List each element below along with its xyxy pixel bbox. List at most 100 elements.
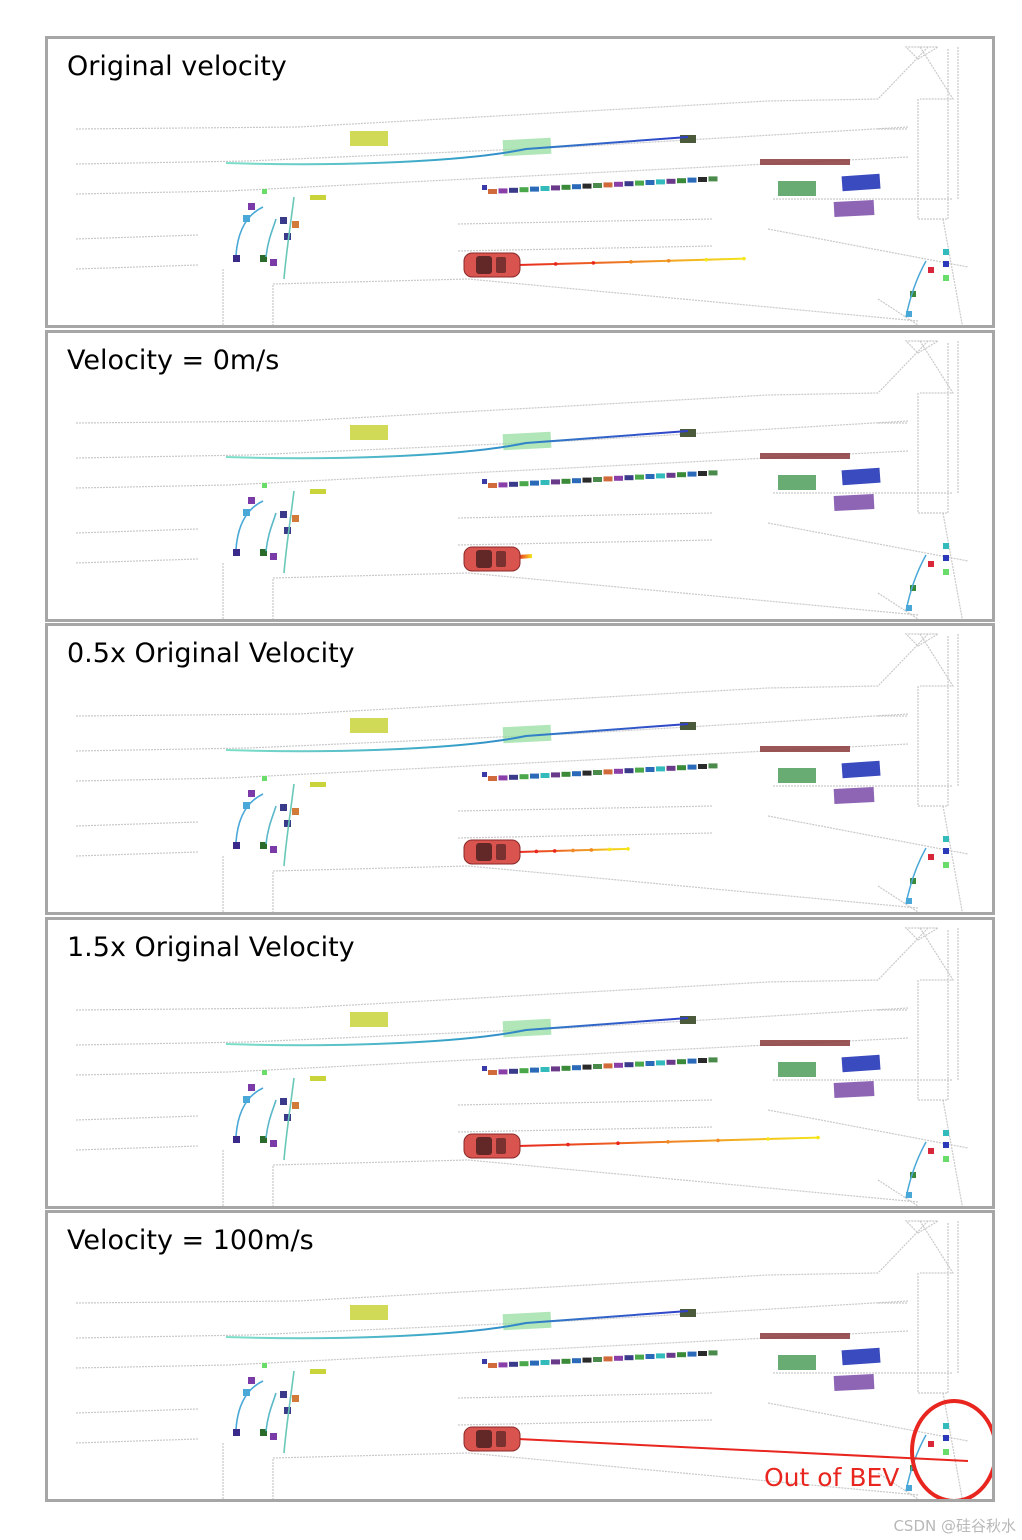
pedestrian-track [265, 218, 277, 258]
vehicle-box [561, 1358, 571, 1364]
pedestrian-track [283, 783, 295, 867]
pedestrian-box [243, 1096, 250, 1103]
road-boundary [75, 851, 199, 857]
pedestrian-box [943, 555, 949, 561]
agent-box-yellow [350, 425, 388, 440]
vehicle-box [614, 1355, 623, 1361]
agent-row-red [760, 1333, 850, 1339]
agent-box-purple [833, 493, 875, 512]
vehicle-box [645, 1354, 655, 1359]
road-boundary [457, 245, 714, 252]
bev-scene [75, 1220, 992, 1499]
vehicle-box [530, 1067, 539, 1073]
vehicle-box [509, 481, 518, 487]
agent-track-blue [225, 723, 689, 753]
pedestrian-box [284, 1114, 291, 1121]
road-boundary [767, 1109, 969, 1149]
vehicle-box [687, 764, 697, 770]
trajectory-waypoint [666, 1140, 670, 1144]
road-boundary [877, 885, 919, 912]
agent-box-dark [680, 722, 696, 730]
pedestrian-box [270, 1140, 277, 1147]
road-boundary [917, 49, 949, 220]
agent-small-yellow [310, 1076, 326, 1081]
ego-car [463, 252, 521, 278]
pedestrian-track [905, 1141, 927, 1199]
vehicle-box [624, 475, 634, 481]
vehicle-box [572, 1065, 581, 1071]
pedestrian-box [943, 543, 949, 549]
pedestrian-box [243, 1389, 250, 1396]
agent-box-green-large [778, 475, 816, 490]
vehicle-box [603, 1063, 613, 1069]
road-boundary [877, 592, 919, 619]
vehicle-box [561, 1065, 571, 1071]
ego-car [463, 839, 521, 865]
vehicle-box [509, 187, 518, 193]
vehicle-box [677, 178, 686, 184]
road-boundary [75, 1145, 199, 1151]
road-boundary [457, 512, 714, 519]
ego-car-rear-window [496, 1138, 506, 1154]
agent-small-green [262, 483, 267, 488]
pedestrian-box [284, 233, 291, 240]
road-boundary [272, 865, 919, 912]
road-boundary [75, 420, 909, 459]
agent-box-yellow [350, 718, 388, 733]
pedestrian-box [248, 497, 255, 504]
vehicle-box [614, 181, 623, 187]
pedestrian-box [270, 846, 277, 853]
vehicle-box [677, 1352, 686, 1358]
vehicle-row [482, 1057, 718, 1075]
pedestrian-box [248, 790, 255, 797]
pedestrian-track [905, 847, 927, 905]
road-boundary [942, 805, 963, 912]
vehicle-box [603, 476, 613, 482]
road-boundary [917, 343, 949, 514]
vehicle-box [482, 185, 487, 190]
pedestrian-track [235, 206, 264, 256]
ego-car [463, 1133, 521, 1159]
pedestrian-box [910, 1172, 916, 1178]
ego-trajectory-line [517, 1438, 969, 1462]
road-boundary [75, 1408, 199, 1414]
pedestrian-box [943, 848, 949, 854]
ego-car-windshield [476, 1137, 492, 1155]
pedestrian-box [284, 1407, 291, 1414]
pedestrian-cluster [233, 1077, 299, 1161]
road-boundary [75, 450, 909, 489]
road-boundary [75, 1300, 909, 1339]
pedestrian-box [943, 275, 949, 281]
vehicle-box [656, 179, 665, 185]
agent-box-green-large [778, 768, 816, 783]
road-boundary [75, 156, 909, 195]
vehicle-box [645, 1061, 655, 1066]
road-boundary [457, 832, 714, 839]
panel-one-and-half-velocity: 1.5x Original Velocity [45, 917, 995, 1209]
road-boundary [919, 46, 955, 100]
vehicle-box [482, 1359, 487, 1364]
ego-trajectory [517, 256, 746, 266]
agent-small-green [262, 1070, 267, 1075]
ego-car-windshield [476, 256, 492, 274]
road-boundary [919, 1220, 955, 1274]
vehicle-box [687, 1058, 697, 1064]
vehicle-box [498, 188, 508, 194]
agent-box-purple [833, 1080, 875, 1099]
pedestrian-box [943, 836, 949, 842]
out-of-bev-circle [910, 1399, 992, 1499]
pedestrian-box [943, 1142, 949, 1148]
vehicle-box [603, 769, 613, 775]
panel-original-velocity: Original velocity [45, 36, 995, 328]
pedestrian-box [943, 249, 949, 255]
vehicle-box [656, 1060, 665, 1066]
pedestrian-box [284, 820, 291, 827]
vehicle-row [482, 1350, 718, 1368]
vehicle-box [645, 474, 655, 479]
road-boundary [942, 218, 963, 325]
road-boundary [917, 636, 949, 807]
pedestrian-cluster [233, 196, 299, 280]
road-boundary [767, 815, 969, 855]
vehicle-box [603, 182, 613, 188]
pedestrian-track [265, 1099, 277, 1139]
